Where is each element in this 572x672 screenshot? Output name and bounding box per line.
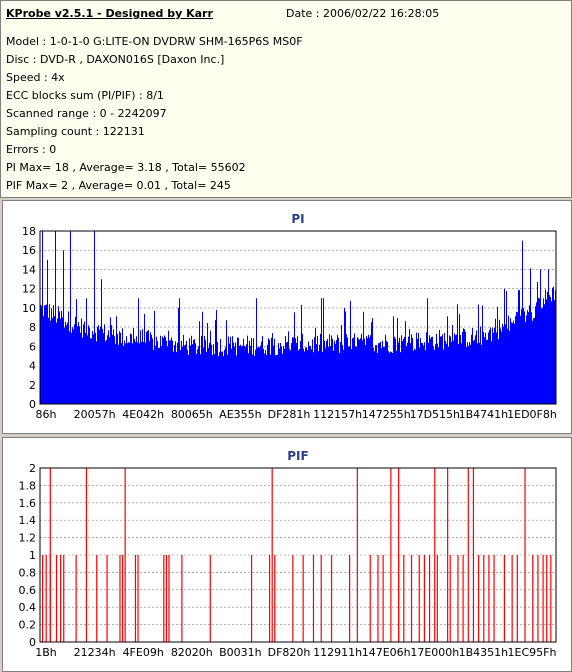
y-tick-label: 8 — [29, 321, 36, 334]
y-tick-label: 18 — [22, 225, 36, 238]
y-tick-label: 2 — [29, 462, 36, 475]
y-tick-label: 1.8 — [19, 479, 37, 492]
errors-line: Errors : 0 — [6, 143, 57, 156]
y-tick-label: 1 — [29, 549, 36, 562]
y-tick-label: 2 — [29, 379, 36, 392]
pi-stats-line: PI Max= 18 , Average= 3.18 , Total= 5560… — [6, 161, 246, 174]
y-tick-label: 6 — [29, 340, 36, 353]
y-tick-label: 0.2 — [19, 619, 37, 632]
x-tick-label: 80065h — [171, 408, 213, 421]
y-tick-label: 12 — [22, 283, 36, 296]
x-tick-label: 4FE09h — [123, 646, 164, 659]
pif-chart: PIF 0 0.2 0.4 0.6 0.8 1 1.2 1.4 1.6 1.8 2 1Bh 21234h 4… — [19, 449, 557, 659]
plot-frame — [39, 230, 557, 405]
speed-line: Speed : 4x — [6, 71, 65, 84]
x-tick-label: 1B4351h — [459, 646, 509, 659]
plot-frame — [39, 467, 557, 643]
x-tick-label: 147E06h — [362, 646, 411, 659]
x-tick-label: 21234h — [74, 646, 116, 659]
chart-title: PIF — [287, 449, 308, 463]
pif-series — [41, 468, 552, 642]
y-tick-label: 1.2 — [19, 532, 37, 545]
y-tick-label: 16 — [22, 244, 36, 257]
range-line: Scanned range : 0 - 2242097 — [6, 107, 167, 120]
x-tick-label: 1ED0F8h — [507, 408, 557, 421]
chart-title: PI — [291, 212, 304, 226]
x-tick-label: 112911h — [313, 646, 362, 659]
model-line: Model : 1-0-1-0 G:LITE-ON DVDRW SHM-165P… — [6, 35, 303, 48]
pif-stats-line: PIF Max= 2 , Average= 0.01 , Total= 245 — [6, 179, 231, 192]
y-tick-label: 4 — [29, 360, 36, 373]
x-tick-label: 1B4741h — [459, 408, 509, 421]
disc-line: Disc : DVD-R , DAXON016S [Daxon Inc.] — [6, 53, 225, 66]
y-tick-label: 0 — [29, 398, 36, 411]
info-panel: KProbe v2.5.1 - Designed by Karr Date : … — [0, 0, 572, 198]
y-tick-label: 1.4 — [19, 514, 37, 527]
x-tick-label: 86h — [36, 408, 57, 421]
x-tick-label: 82020h — [171, 646, 213, 659]
x-tick-label: 17E000h — [410, 646, 459, 659]
x-tick-label: 1Bh — [35, 646, 57, 659]
x-tick-label: AE355h — [219, 408, 261, 421]
ecc-line: ECC blocks sum (PI/PIF) : 8/1 — [6, 89, 164, 102]
x-tick-label: DF281h — [268, 408, 311, 421]
sampling-line: Sampling count : 122131 — [6, 125, 145, 138]
x-tick-label: 20057h — [74, 408, 116, 421]
x-tick-label: B0031h — [219, 646, 262, 659]
y-tick-label: 0.4 — [19, 601, 37, 614]
y-tick-label: 10 — [22, 302, 36, 315]
pif-chart-panel: PIF 0 0.2 0.4 0.6 0.8 1 1.2 1.4 1.6 1.8 2 1Bh 21234h 4… — [2, 437, 572, 672]
scan-date: Date : 2006/02/22 16:28:05 — [286, 7, 440, 20]
y-tick-label: 0 — [29, 636, 36, 649]
x-tick-label: DF820h — [268, 646, 311, 659]
y-tick-label: 1.6 — [19, 497, 37, 510]
y-tick-label: 14 — [22, 263, 36, 276]
x-tick-label: 17D515h — [410, 408, 460, 421]
app-title: KProbe v2.5.1 - Designed by Karr — [6, 7, 213, 20]
pi-chart: PI 0 2 4 6 8 10 12 14 16 18 86h 20057h 4E042h 80065h AE… — [22, 212, 557, 421]
pi-chart-panel: PI 0 2 4 6 8 10 12 14 16 18 86h 20057h 4E042h 80065h AE… — [2, 200, 572, 434]
y-tick-label: 0.8 — [19, 566, 37, 579]
x-tick-label: 1EC95Fh — [508, 646, 557, 659]
y-tick-label: 0.6 — [19, 584, 37, 597]
x-tick-label: 112157h — [313, 408, 362, 421]
x-tick-label: 4E042h — [122, 408, 164, 421]
x-tick-label: 147255h — [362, 408, 411, 421]
